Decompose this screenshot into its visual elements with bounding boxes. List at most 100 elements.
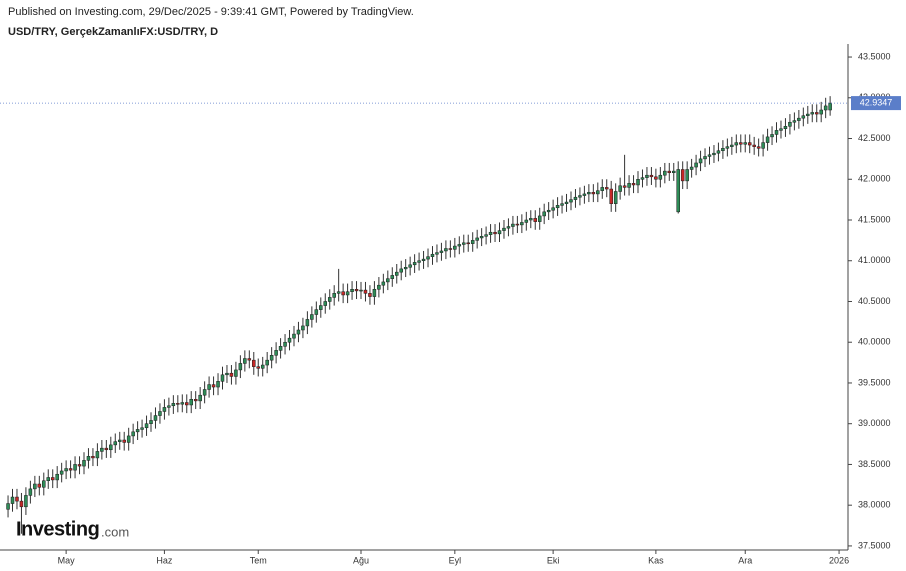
candle-body	[189, 399, 193, 406]
candle-body	[162, 407, 167, 412]
candle-body	[426, 256, 430, 260]
chart-title: USD/TRY, GerçekZamanlıFX:USD/TRY, D	[8, 26, 218, 38]
candle-body	[770, 134, 774, 138]
candle-body	[573, 196, 578, 200]
candle-body	[50, 477, 55, 481]
candle-body	[256, 366, 260, 369]
candle-body	[301, 325, 305, 331]
candle-body	[19, 500, 24, 508]
candle-body	[685, 169, 689, 182]
candle-body	[470, 240, 475, 244]
x-tick-label: Kas	[648, 555, 664, 565]
logo-brand: Investing	[16, 518, 99, 540]
candle-body	[529, 218, 533, 221]
y-tick-label: 42.0000	[858, 174, 891, 184]
candle-body	[493, 231, 497, 235]
y-tick-label: 40.0000	[858, 337, 891, 347]
candle-body	[546, 209, 551, 213]
candle-body	[332, 293, 336, 298]
candle-body	[122, 439, 126, 443]
candle-body	[542, 211, 546, 217]
candle-body	[10, 496, 15, 504]
candle-body	[663, 170, 667, 176]
candle-body	[703, 156, 707, 160]
candle-body	[698, 158, 703, 164]
candle-body	[658, 174, 663, 180]
candle-body	[269, 355, 274, 361]
candle-body	[721, 148, 725, 151]
candle-body	[774, 130, 779, 135]
candle-body	[42, 480, 46, 488]
candle-body	[238, 363, 243, 371]
candle-body	[743, 142, 747, 145]
y-tick-label: 39.5000	[858, 377, 891, 387]
candle-body	[448, 248, 453, 250]
candle-body	[412, 262, 417, 266]
candle-body	[792, 120, 797, 123]
candle-body	[730, 144, 734, 147]
candle-body	[613, 191, 618, 204]
candle-body	[618, 185, 622, 192]
candle-body	[502, 227, 506, 231]
candle-body	[604, 187, 609, 190]
candle-body	[305, 319, 310, 327]
candle-body	[466, 242, 470, 245]
candle-body	[91, 456, 95, 459]
y-tick-label: 41.0000	[858, 255, 891, 265]
candle-body	[403, 267, 408, 270]
candle-body	[779, 128, 783, 131]
candle-body	[600, 187, 605, 191]
candle-body	[260, 364, 265, 369]
y-tick-label: 40.5000	[858, 296, 891, 306]
candle-body	[654, 176, 658, 180]
candle-body	[117, 439, 122, 442]
candle-body	[171, 403, 176, 407]
candle-body	[193, 399, 198, 402]
candle-body	[100, 447, 104, 452]
candle-body	[582, 193, 587, 196]
candle-body	[689, 166, 694, 170]
y-tick-label: 38.0000	[858, 500, 891, 510]
candle-body	[59, 470, 64, 475]
candle-body	[55, 473, 59, 481]
candle-body	[126, 435, 131, 443]
y-tick-label: 38.5000	[858, 459, 891, 469]
candle-body	[497, 230, 502, 235]
candle-body	[640, 177, 645, 180]
candle-body	[756, 146, 761, 149]
candle-body	[587, 192, 591, 195]
candle-body	[814, 112, 819, 115]
y-tick-label: 43.5000	[858, 51, 891, 61]
candle-body	[408, 264, 412, 268]
candle-body	[82, 460, 86, 467]
candle-body	[444, 248, 448, 252]
candle-body	[560, 203, 564, 206]
candle-body	[520, 222, 524, 226]
candle-body	[752, 144, 756, 147]
candle-body	[667, 170, 672, 173]
candle-body	[377, 284, 381, 290]
y-tick-label: 42.5000	[858, 133, 891, 143]
candle-body	[390, 275, 395, 279]
candle-body	[153, 415, 158, 421]
y-tick-label: 37.5000	[858, 540, 891, 550]
candle-body	[462, 242, 466, 245]
candle-body	[676, 169, 680, 213]
candle-body	[198, 394, 202, 402]
candle-body	[341, 291, 345, 296]
candle-body	[417, 260, 421, 263]
candle-body	[564, 201, 569, 204]
candle-body	[555, 205, 560, 209]
candle-body	[707, 154, 712, 157]
candle-body	[6, 503, 10, 510]
candle-body	[64, 468, 68, 472]
candle-body	[220, 374, 225, 382]
candle-body	[680, 169, 685, 182]
candle-body	[819, 109, 823, 115]
candle-body	[747, 142, 752, 146]
candle-body	[77, 464, 82, 467]
candle-body	[135, 429, 140, 433]
candle-body	[823, 105, 828, 111]
y-tick-label: 41.5000	[858, 214, 891, 224]
candle-body	[596, 190, 600, 195]
